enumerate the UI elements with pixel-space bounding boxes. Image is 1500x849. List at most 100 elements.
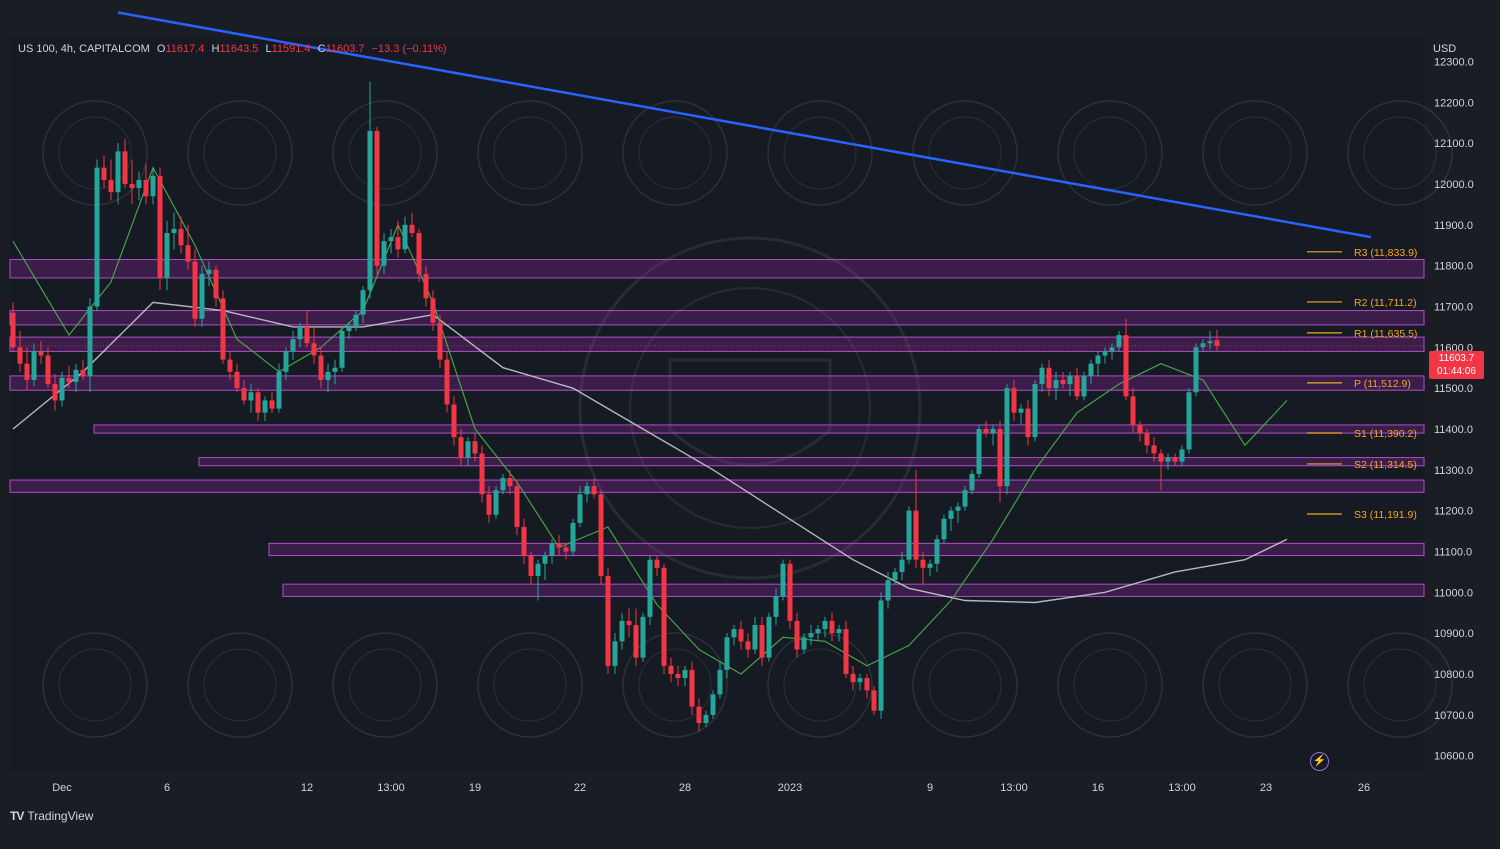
symbol-legend[interactable]: US 100, 4h, CAPITALCOM O11617.4 H11643.5…: [18, 43, 451, 55]
candle-body: [675, 674, 681, 679]
watermark-ring: [1202, 632, 1308, 738]
candle-body: [913, 510, 919, 560]
candle-body: [703, 714, 709, 723]
candle-body: [479, 453, 485, 495]
candle-body: [591, 486, 597, 495]
watermark-inner-ring: [348, 648, 422, 722]
candle-body: [234, 371, 240, 389]
candle-body: [1039, 367, 1045, 385]
candle-body: [262, 400, 268, 413]
currency-label[interactable]: USD: [1433, 43, 1457, 55]
candle-body: [199, 273, 205, 319]
time-tick-label: 22: [574, 782, 586, 794]
candle-body: [521, 527, 527, 556]
candle-body: [822, 620, 828, 630]
low-value: 11591.4: [271, 43, 311, 55]
watermark-ring: [187, 632, 293, 738]
watermark-badge-icon: [187, 100, 293, 206]
candle-body: [759, 625, 765, 658]
candle-body: [1172, 457, 1178, 462]
zone-rect: [93, 424, 1425, 434]
watermark-badge-icon: [332, 632, 438, 738]
price-axis[interactable]: 12300.0 12200.0 12100.0 12000.0 11900.0 11800…: [1434, 57, 1474, 763]
candle-body: [353, 314, 359, 327]
candle-body: [220, 298, 226, 360]
zone-rect: [9, 375, 1425, 391]
pivot-label: R3 (11,833.9): [1354, 247, 1417, 259]
candle-body: [129, 184, 135, 189]
candle-body: [1032, 384, 1038, 438]
watermark-ring: [1202, 100, 1308, 206]
watermark-ring: [1347, 632, 1453, 738]
candle-body: [493, 490, 499, 515]
candle-body: [829, 620, 835, 634]
plot-background: [10, 37, 1424, 772]
candle-body: [626, 620, 632, 625]
candle-body: [500, 478, 506, 491]
candles: [10, 81, 1424, 732]
pivot-label: P (11,512.9): [1354, 378, 1411, 390]
candle-body: [465, 441, 471, 458]
candle-body: [430, 298, 436, 323]
price-tick-label: 12100.0: [1434, 138, 1474, 150]
candle-body: [192, 261, 198, 319]
watermark-shield-icon: [668, 358, 832, 467]
lightning-bolt-icon[interactable]: ⚡: [1310, 752, 1329, 771]
watermark-badge-icon: [1057, 632, 1163, 738]
candle-body: [269, 400, 275, 409]
price-tick-label: 11100.0: [1434, 547, 1472, 559]
close-value: 11603.7: [325, 43, 365, 55]
candle-body: [1067, 375, 1073, 385]
time-axis[interactable]: Dec 6 12 13:00 19 22 28 2023 9 13:00 16 13:00 23 26: [52, 782, 1370, 794]
candle-body: [556, 543, 562, 548]
zone-rect: [268, 542, 1425, 557]
candle-body: [787, 563, 793, 621]
candle-body: [605, 576, 611, 666]
candle-body: [1074, 375, 1080, 397]
candle-body: [885, 580, 891, 601]
watermark-badge-icon: [767, 100, 873, 206]
candle-body: [745, 641, 751, 650]
candle-body: [899, 559, 905, 572]
time-tick-label: 13:00: [1168, 782, 1196, 794]
candle-body: [549, 543, 555, 556]
candle-body: [1200, 343, 1206, 348]
watermark-inner-ring: [638, 648, 712, 722]
watermark-inner-ring: [1218, 648, 1292, 722]
tradingview-brand[interactable]: TV TradingView: [10, 809, 93, 823]
watermark-inner-ring: [928, 116, 1002, 190]
candle-body: [136, 179, 142, 189]
candle-body: [1116, 335, 1122, 348]
price-tick-label: 10700.0: [1434, 710, 1474, 722]
symbol-name[interactable]: US 100, 4h, CAPITALCOM: [18, 43, 150, 55]
candle-body: [444, 359, 450, 405]
candle-body: [143, 179, 149, 197]
candle-body: [157, 175, 163, 278]
candle-body: [563, 547, 569, 552]
time-tick-label: 2023: [778, 782, 802, 794]
candle-body: [1102, 351, 1108, 356]
candle-body: [633, 625, 639, 658]
candle-body: [647, 559, 653, 617]
candle-body: [612, 641, 618, 666]
candle-body: [311, 343, 317, 356]
candle-body: [87, 306, 93, 376]
watermark-badge-icon: [1347, 632, 1453, 738]
descending-trendline: [117, 11, 1372, 239]
candle-body: [1158, 453, 1164, 462]
candle-body: [962, 490, 968, 507]
pivot-label: S3 (11,191.9): [1354, 509, 1417, 521]
candle-body: [507, 478, 513, 487]
watermark-ring: [1347, 100, 1453, 206]
candle-body: [717, 669, 723, 695]
candle-body: [451, 404, 457, 438]
candle-body: [1151, 445, 1157, 454]
watermark-badge-icon: [477, 632, 583, 738]
candle-body: [955, 506, 961, 511]
candle-body: [1186, 392, 1192, 450]
candle-body: [416, 233, 422, 274]
price-tick-label: 12200.0: [1434, 97, 1474, 109]
last-price: 11603.7: [1438, 353, 1475, 364]
